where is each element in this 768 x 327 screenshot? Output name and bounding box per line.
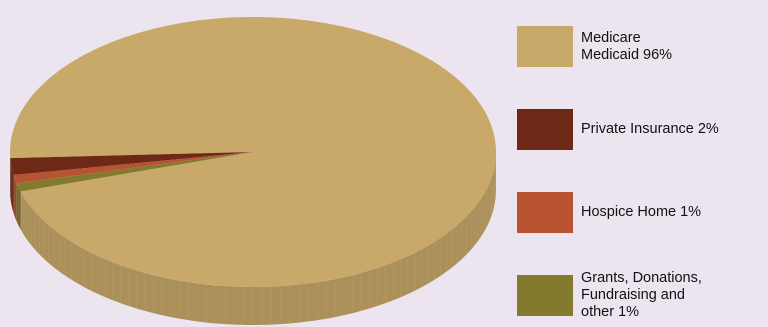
pie-side-medicare [20, 152, 497, 325]
pie-chart [9, 16, 497, 325]
legend-item-hospice-home: Hospice Home 1% [517, 192, 701, 233]
legend: Medicare Medicaid 96% Private Insurance … [517, 0, 768, 327]
legend-label-private-insurance: Private Insurance 2% [581, 121, 719, 137]
legend-label-medicare-medicaid: Medicare Medicaid 96% [581, 29, 673, 63]
pie-side-private-insurance-2 [10, 158, 14, 213]
legend-item-medicare-medicaid: Medicare Medicaid 96% [517, 26, 672, 67]
pie-slice-hospice-home-1 [13, 152, 253, 184]
legend-swatch-private-insurance [517, 109, 573, 150]
legend-label-hospice-home: Hospice Home 1% [581, 204, 702, 220]
legend-item-grants-donations: Grants, Donations, Fundraising and other… [517, 270, 702, 321]
legend-swatch-grants-donations [517, 275, 573, 316]
legend-swatch-medicare-medicaid [517, 26, 573, 67]
pie-side-hospice-home-1 [13, 174, 17, 222]
legend-swatch-hospice-home [517, 192, 573, 233]
pie-slice-private-insurance-2 [10, 152, 253, 175]
pie-side-grants-donations [16, 183, 21, 230]
legend-label-grants-donations: Grants, Donations, Fundraising and other… [581, 270, 702, 320]
pie-slice-grants-donations [16, 152, 254, 192]
legend-item-private-insurance: Private Insurance 2% [517, 109, 719, 150]
pie-slice-medicare [9, 16, 496, 287]
